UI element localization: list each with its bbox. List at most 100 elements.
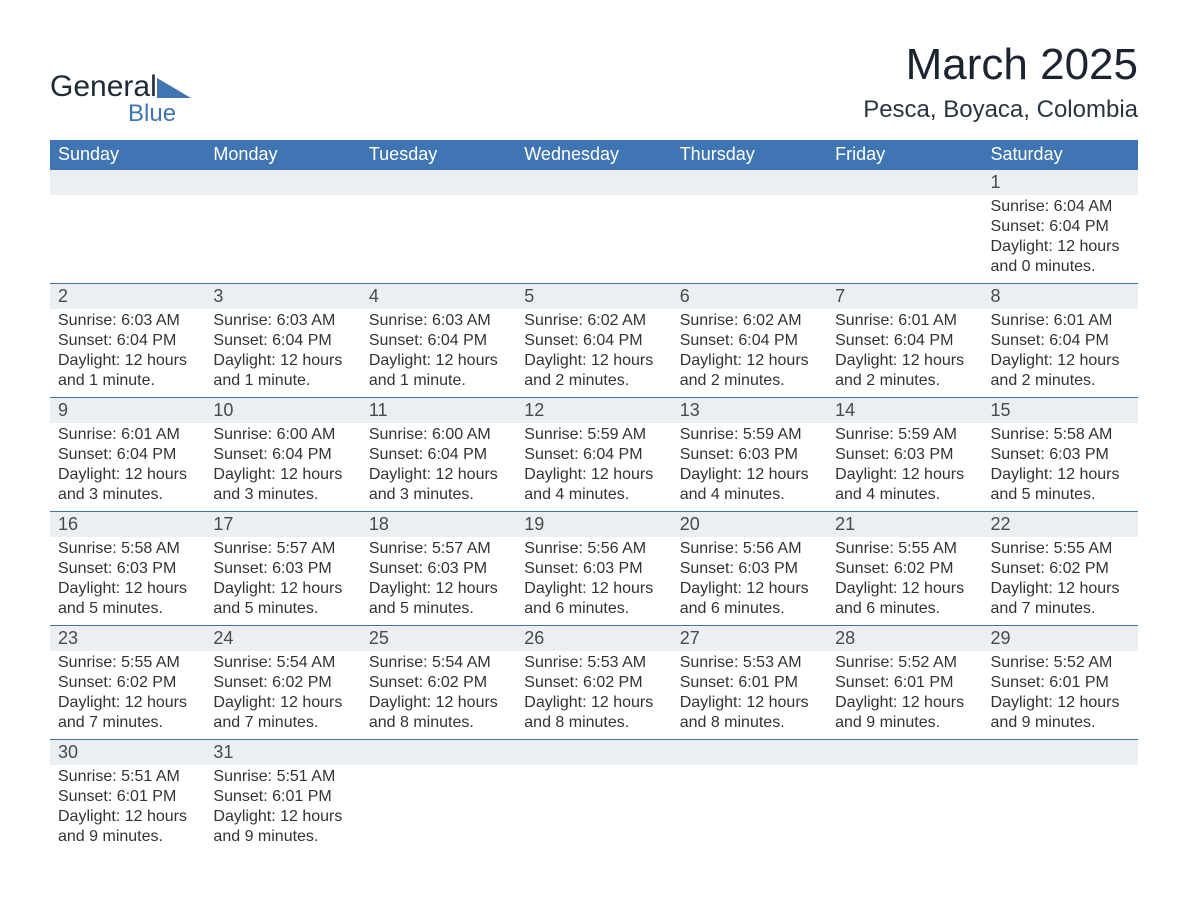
day-number <box>983 740 1138 765</box>
sunrise-line: Sunrise: 5:55 AM <box>58 653 197 673</box>
calendar-cell-empty <box>827 170 982 284</box>
sunrise-line: Sunrise: 6:03 AM <box>58 311 197 331</box>
daylight-line: Daylight: 12 hours and 3 minutes. <box>58 465 197 505</box>
day-number <box>672 740 827 765</box>
day-details: Sunrise: 5:59 AMSunset: 6:04 PMDaylight:… <box>516 423 671 511</box>
day-number: 12 <box>516 398 671 423</box>
sunset-line: Sunset: 6:01 PM <box>680 673 819 693</box>
calendar-cell: 27Sunrise: 5:53 AMSunset: 6:01 PMDayligh… <box>672 626 827 740</box>
daylight-line: Daylight: 12 hours and 7 minutes. <box>991 579 1130 619</box>
sunrise-line: Sunrise: 5:58 AM <box>58 539 197 559</box>
sunrise-line: Sunrise: 6:01 AM <box>58 425 197 445</box>
sunrise-line: Sunrise: 5:56 AM <box>524 539 663 559</box>
day-details: Sunrise: 5:51 AMSunset: 6:01 PMDaylight:… <box>50 765 205 853</box>
day-details: Sunrise: 6:01 AMSunset: 6:04 PMDaylight:… <box>827 309 982 397</box>
calendar-table: SundayMondayTuesdayWednesdayThursdayFrid… <box>50 140 1138 853</box>
sunset-line: Sunset: 6:02 PM <box>991 559 1130 579</box>
daylight-line: Daylight: 12 hours and 4 minutes. <box>680 465 819 505</box>
day-number <box>361 170 516 195</box>
day-details <box>672 195 827 265</box>
calendar-cell: 24Sunrise: 5:54 AMSunset: 6:02 PMDayligh… <box>205 626 360 740</box>
day-number: 8 <box>983 284 1138 309</box>
daylight-line: Daylight: 12 hours and 1 minute. <box>213 351 352 391</box>
day-details: Sunrise: 6:03 AMSunset: 6:04 PMDaylight:… <box>361 309 516 397</box>
sunrise-line: Sunrise: 6:00 AM <box>213 425 352 445</box>
day-number: 14 <box>827 398 982 423</box>
calendar-cell-empty <box>50 170 205 284</box>
day-number <box>361 740 516 765</box>
day-details: Sunrise: 5:54 AMSunset: 6:02 PMDaylight:… <box>205 651 360 739</box>
calendar-cell-empty <box>361 740 516 854</box>
calendar-cell: 22Sunrise: 5:55 AMSunset: 6:02 PMDayligh… <box>983 512 1138 626</box>
calendar-row: 30Sunrise: 5:51 AMSunset: 6:01 PMDayligh… <box>50 740 1138 854</box>
daylight-line: Daylight: 12 hours and 8 minutes. <box>369 693 508 733</box>
daylight-line: Daylight: 12 hours and 5 minutes. <box>213 579 352 619</box>
day-details: Sunrise: 5:52 AMSunset: 6:01 PMDaylight:… <box>983 651 1138 739</box>
sunset-line: Sunset: 6:04 PM <box>835 331 974 351</box>
day-number: 3 <box>205 284 360 309</box>
calendar-row: 23Sunrise: 5:55 AMSunset: 6:02 PMDayligh… <box>50 626 1138 740</box>
calendar-cell: 23Sunrise: 5:55 AMSunset: 6:02 PMDayligh… <box>50 626 205 740</box>
daylight-line: Daylight: 12 hours and 4 minutes. <box>524 465 663 505</box>
sunset-line: Sunset: 6:04 PM <box>369 331 508 351</box>
calendar-cell: 15Sunrise: 5:58 AMSunset: 6:03 PMDayligh… <box>983 398 1138 512</box>
day-details: Sunrise: 6:01 AMSunset: 6:04 PMDaylight:… <box>983 309 1138 397</box>
day-details: Sunrise: 6:01 AMSunset: 6:04 PMDaylight:… <box>50 423 205 511</box>
calendar-cell-empty <box>827 740 982 854</box>
day-details <box>827 195 982 265</box>
sunrise-line: Sunrise: 5:52 AM <box>835 653 974 673</box>
day-number: 27 <box>672 626 827 651</box>
day-number <box>50 170 205 195</box>
calendar-cell-empty <box>516 170 671 284</box>
calendar-cell: 13Sunrise: 5:59 AMSunset: 6:03 PMDayligh… <box>672 398 827 512</box>
sunset-line: Sunset: 6:04 PM <box>991 217 1130 237</box>
daylight-line: Daylight: 12 hours and 5 minutes. <box>369 579 508 619</box>
sunset-line: Sunset: 6:03 PM <box>680 559 819 579</box>
daylight-line: Daylight: 12 hours and 2 minutes. <box>991 351 1130 391</box>
weekday-header: Sunday <box>50 140 205 170</box>
day-details: Sunrise: 5:56 AMSunset: 6:03 PMDaylight:… <box>516 537 671 625</box>
daylight-line: Daylight: 12 hours and 9 minutes. <box>835 693 974 733</box>
sunset-line: Sunset: 6:01 PM <box>835 673 974 693</box>
logo-text-2: Blue <box>128 100 191 128</box>
sunset-line: Sunset: 6:04 PM <box>991 331 1130 351</box>
day-details: Sunrise: 5:58 AMSunset: 6:03 PMDaylight:… <box>50 537 205 625</box>
day-number: 20 <box>672 512 827 537</box>
sunset-line: Sunset: 6:03 PM <box>524 559 663 579</box>
sunrise-line: Sunrise: 6:03 AM <box>213 311 352 331</box>
daylight-line: Daylight: 12 hours and 0 minutes. <box>991 237 1130 277</box>
daylight-line: Daylight: 12 hours and 2 minutes. <box>835 351 974 391</box>
daylight-line: Daylight: 12 hours and 1 minute. <box>58 351 197 391</box>
daylight-line: Daylight: 12 hours and 5 minutes. <box>58 579 197 619</box>
weekday-header: Saturday <box>983 140 1138 170</box>
sunrise-line: Sunrise: 5:51 AM <box>58 767 197 787</box>
day-number: 5 <box>516 284 671 309</box>
page-title: March 2025 <box>863 40 1138 90</box>
day-details <box>361 195 516 265</box>
sunset-line: Sunset: 6:04 PM <box>524 445 663 465</box>
calendar-cell-empty <box>983 740 1138 854</box>
location-text: Pesca, Boyaca, Colombia <box>863 96 1138 124</box>
sunset-line: Sunset: 6:02 PM <box>369 673 508 693</box>
calendar-cell-empty <box>516 740 671 854</box>
daylight-line: Daylight: 12 hours and 1 minute. <box>369 351 508 391</box>
sunrise-line: Sunrise: 5:59 AM <box>835 425 974 445</box>
weekday-header-row: SundayMondayTuesdayWednesdayThursdayFrid… <box>50 140 1138 170</box>
day-details: Sunrise: 5:56 AMSunset: 6:03 PMDaylight:… <box>672 537 827 625</box>
calendar-row: 16Sunrise: 5:58 AMSunset: 6:03 PMDayligh… <box>50 512 1138 626</box>
daylight-line: Daylight: 12 hours and 5 minutes. <box>991 465 1130 505</box>
sunset-line: Sunset: 6:04 PM <box>213 331 352 351</box>
calendar-cell-empty <box>205 170 360 284</box>
day-details: Sunrise: 6:02 AMSunset: 6:04 PMDaylight:… <box>672 309 827 397</box>
sunrise-line: Sunrise: 5:55 AM <box>835 539 974 559</box>
day-number: 6 <box>672 284 827 309</box>
sunset-line: Sunset: 6:03 PM <box>369 559 508 579</box>
day-number <box>205 170 360 195</box>
sunset-line: Sunset: 6:01 PM <box>991 673 1130 693</box>
sunset-line: Sunset: 6:02 PM <box>58 673 197 693</box>
daylight-line: Daylight: 12 hours and 7 minutes. <box>213 693 352 733</box>
weekday-header: Wednesday <box>516 140 671 170</box>
calendar-cell: 25Sunrise: 5:54 AMSunset: 6:02 PMDayligh… <box>361 626 516 740</box>
day-number: 13 <box>672 398 827 423</box>
day-number: 15 <box>983 398 1138 423</box>
